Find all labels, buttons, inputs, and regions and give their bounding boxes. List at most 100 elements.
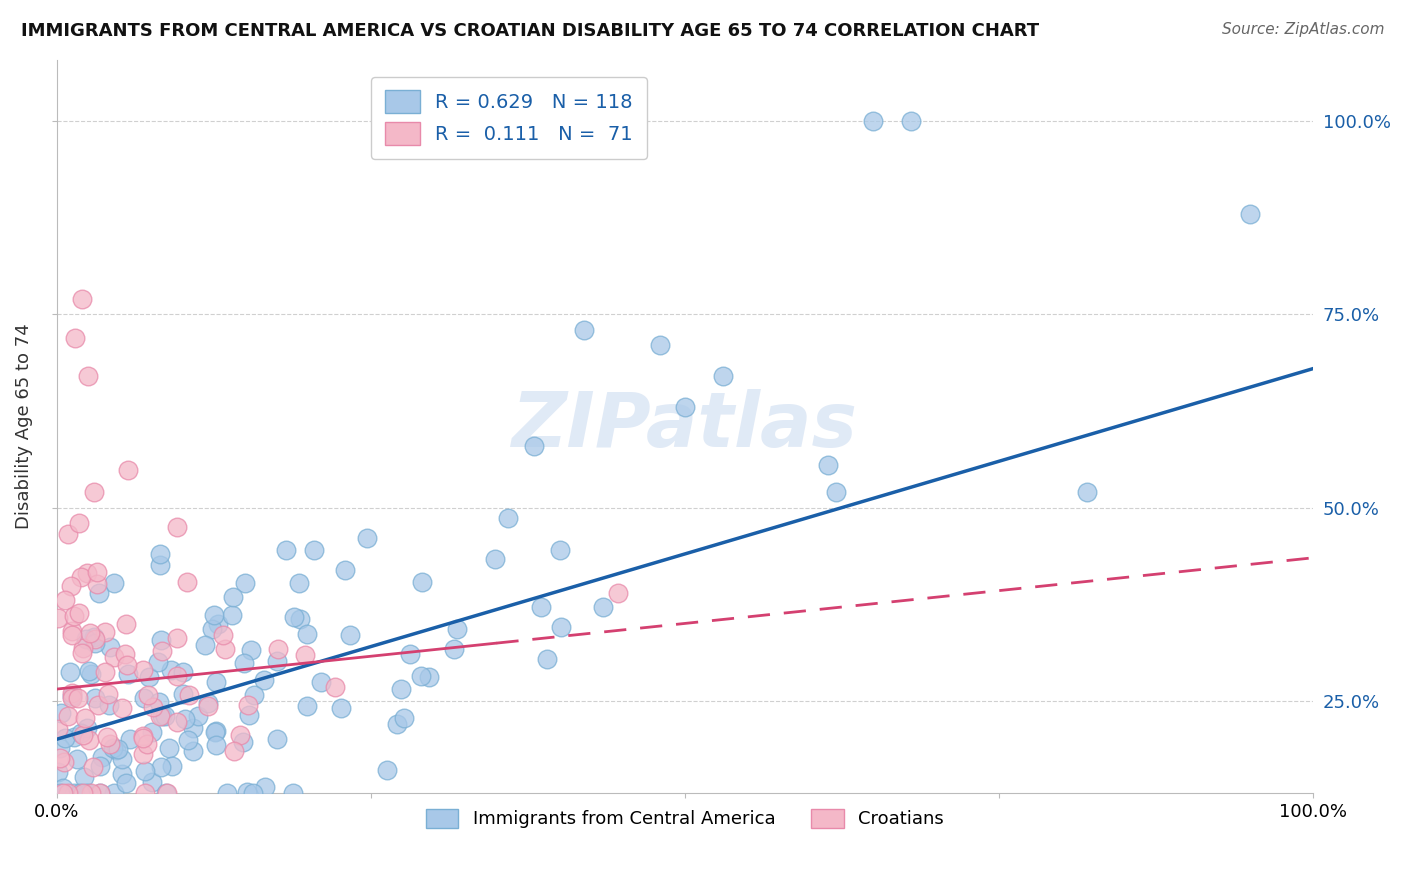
Point: [111, 767, 134, 781]
Point: [205, 724, 228, 739]
Point: [172, 687, 194, 701]
Point: [75, 711, 97, 725]
Point: [79, 626, 101, 640]
Point: [70, 646, 93, 660]
Point: [111, 701, 134, 715]
Point: [58, 786, 80, 800]
Point: [49, 740, 72, 755]
Point: [79, 665, 101, 679]
Point: [49, 750, 72, 764]
Text: ZIPatlas: ZIPatlas: [512, 390, 858, 464]
Point: [84, 635, 107, 649]
Point: [148, 695, 170, 709]
Point: [136, 688, 159, 702]
Point: [294, 648, 316, 662]
Point: [574, 323, 596, 337]
Point: [72, 640, 94, 655]
Point: [183, 721, 205, 735]
Point: [204, 725, 226, 739]
Point: [288, 576, 311, 591]
Point: [94, 665, 117, 680]
Point: [96, 731, 118, 745]
Point: [59, 665, 82, 679]
Point: [283, 610, 305, 624]
Point: [238, 708, 260, 723]
Point: [443, 642, 465, 657]
Point: [862, 114, 884, 128]
Point: [132, 691, 155, 706]
Point: [105, 743, 128, 757]
Point: [194, 638, 217, 652]
Point: [142, 700, 165, 714]
Point: [222, 590, 245, 604]
Point: [409, 669, 432, 683]
Point: [69, 786, 91, 800]
Point: [302, 542, 325, 557]
Point: [339, 628, 361, 642]
Point: [117, 667, 139, 681]
Point: [221, 607, 243, 622]
Point: [70, 292, 93, 306]
Point: [52, 786, 75, 800]
Point: [65, 331, 87, 345]
Point: [276, 542, 298, 557]
Point: [72, 728, 94, 742]
Point: [253, 780, 276, 794]
Point: [77, 369, 100, 384]
Point: [89, 759, 111, 773]
Point: [530, 600, 553, 615]
Point: [134, 786, 156, 800]
Point: [205, 674, 228, 689]
Point: [103, 576, 125, 591]
Point: [295, 626, 318, 640]
Point: [49, 706, 72, 721]
Point: [132, 729, 155, 743]
Point: [86, 698, 108, 712]
Point: [232, 734, 254, 748]
Point: [711, 369, 734, 384]
Legend: Immigrants from Central America, Croatians: Immigrants from Central America, Croatia…: [419, 802, 952, 836]
Point: [70, 726, 93, 740]
Point: [150, 644, 173, 658]
Point: [103, 650, 125, 665]
Point: [224, 744, 246, 758]
Point: [67, 516, 90, 530]
Point: [150, 708, 173, 723]
Point: [62, 730, 84, 744]
Point: [333, 563, 356, 577]
Point: [67, 606, 90, 620]
Point: [201, 622, 224, 636]
Point: [83, 485, 105, 500]
Point: [149, 709, 172, 723]
Point: [117, 657, 139, 672]
Point: [385, 717, 408, 731]
Point: [115, 616, 138, 631]
Point: [62, 609, 84, 624]
Point: [77, 732, 100, 747]
Point: [236, 785, 259, 799]
Point: [134, 764, 156, 778]
Point: [156, 786, 179, 800]
Point: [157, 741, 180, 756]
Point: [66, 752, 89, 766]
Point: [62, 690, 84, 705]
Point: [146, 655, 169, 669]
Point: [56, 527, 79, 541]
Point: [46, 765, 69, 780]
Point: [60, 624, 83, 638]
Point: [93, 625, 115, 640]
Point: [56, 709, 79, 723]
Point: [242, 786, 264, 800]
Point: [98, 640, 121, 655]
Point: [177, 733, 200, 747]
Point: [197, 696, 219, 710]
Point: [673, 400, 696, 414]
Point: [266, 731, 288, 746]
Point: [824, 485, 846, 500]
Point: [817, 458, 839, 472]
Point: [98, 737, 121, 751]
Point: [232, 656, 254, 670]
Point: [238, 698, 260, 712]
Point: [53, 592, 76, 607]
Point: [214, 642, 236, 657]
